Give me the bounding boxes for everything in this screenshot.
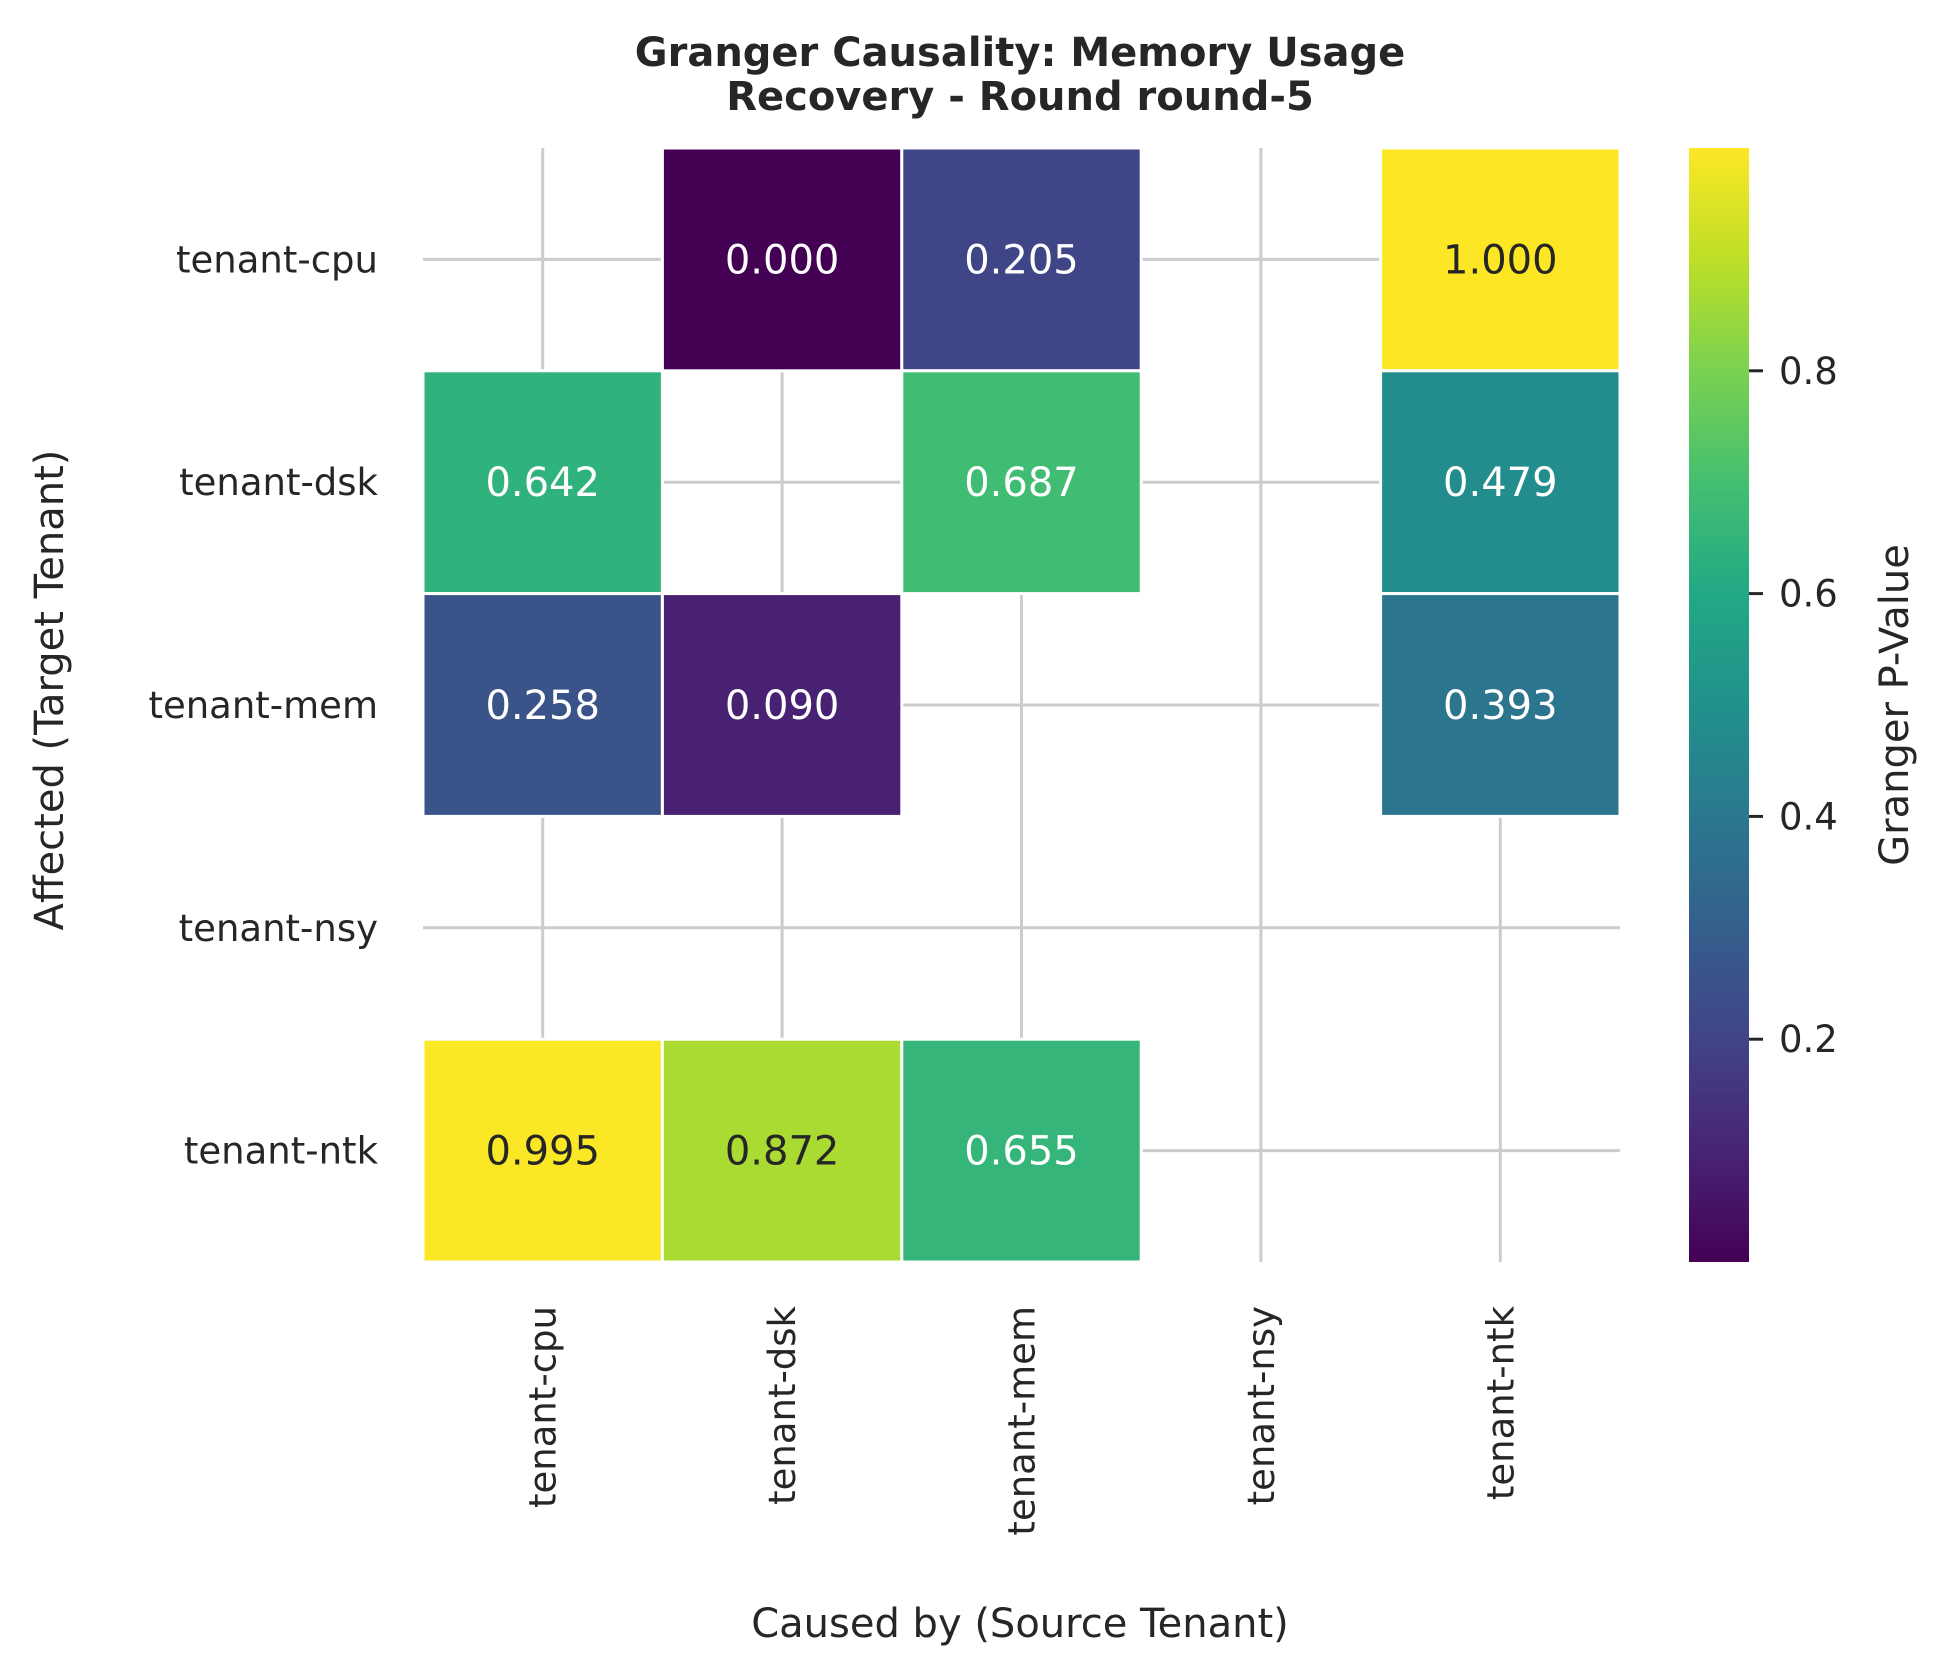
y-tick-label: tenant-nsy [179, 907, 378, 950]
cell-value-label: 0.872 [725, 1129, 840, 1175]
colorbar-ticks: 0.2 0.4 0.6 0.8 [1749, 350, 1838, 1061]
x-tick-label: tenant-mem [1001, 1306, 1044, 1536]
cell-value-label: 0.687 [964, 460, 1079, 506]
colorbar-tick-label: 0.6 [1779, 573, 1838, 616]
x-tick-label: tenant-ntk [1479, 1305, 1522, 1500]
heatmap-cell [421, 592, 664, 818]
colorbar [1689, 148, 1749, 1262]
heatmap-cell [900, 1037, 1143, 1264]
cell-value-label: 0.393 [1443, 683, 1558, 729]
heatmap-cell [421, 1037, 664, 1264]
heatmap-cell [1379, 369, 1622, 596]
y-axis-label: Affected (Target Tenant) [27, 450, 73, 931]
heatmap-cell [421, 369, 664, 596]
cell-value-label: 0.479 [1443, 460, 1558, 506]
cell-value-label: 0.090 [725, 683, 840, 729]
y-tick-label: tenant-mem [148, 684, 378, 727]
heatmap-cell [660, 592, 904, 818]
cell-value-label: 0.000 [725, 237, 840, 283]
colorbar-tick-label: 0.8 [1779, 350, 1838, 393]
chart-title: Granger Causality: Memory Usage Recovery … [635, 30, 1405, 120]
x-tick-label: tenant-dsk [761, 1305, 804, 1504]
cell-value-label: 0.642 [485, 460, 600, 506]
cell-value-label: 1.000 [1443, 237, 1558, 283]
heatmap-cell [660, 1037, 904, 1264]
cell-value-label: 0.205 [964, 237, 1079, 283]
colorbar-tick-label: 0.2 [1779, 1018, 1838, 1061]
x-tick-label: tenant-cpu [522, 1306, 565, 1508]
heatmap-cells [421, 146, 1622, 1264]
heatmap-cell [900, 369, 1143, 596]
colorbar-label: Granger P-Value [1872, 544, 1918, 866]
cell-value-label: 0.655 [964, 1129, 1079, 1175]
y-tick-label: tenant-dsk [179, 461, 378, 504]
x-tick-label: tenant-nsy [1240, 1306, 1283, 1505]
y-tick-label: tenant-ntk [184, 1130, 379, 1173]
x-axis-label: Caused by (Source Tenant) [751, 1601, 1289, 1647]
y-tick-labels: tenant-cpu tenant-dsk tenant-mem tenant-nsy… [148, 238, 378, 1172]
cell-value-label: 0.995 [485, 1129, 600, 1175]
cell-value-labels: 0.000 0.205 1.000 0.642 0.687 0.479 0.258 0.090… [485, 237, 1557, 1174]
colorbar-tick-label: 0.4 [1779, 795, 1838, 838]
cell-value-label: 0.258 [485, 683, 600, 729]
heatmap-cell [900, 146, 1143, 373]
heatmap-cell [1379, 592, 1622, 818]
x-tick-labels: tenant-cpu tenant-dsk tenant-mem tenant-nsy… [522, 1305, 1523, 1535]
y-tick-label: tenant-cpu [176, 238, 378, 281]
